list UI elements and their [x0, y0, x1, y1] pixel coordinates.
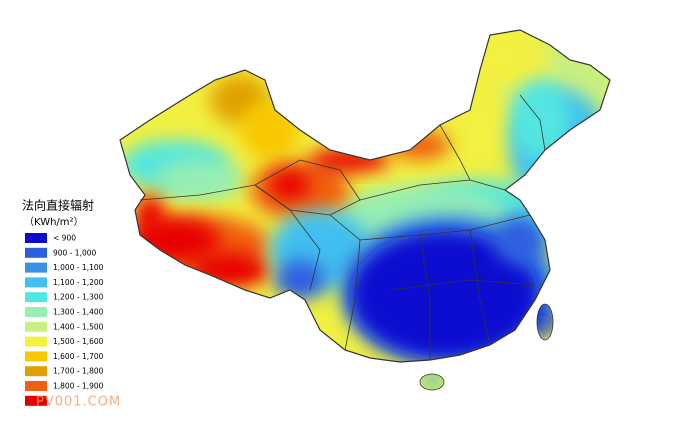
watermark: PV001.COM — [36, 395, 121, 410]
field-region — [495, 215, 545, 265]
legend-swatch — [25, 292, 47, 303]
legend-swatch — [25, 321, 47, 332]
legend: < 900 900 - 1,000 1,000 - 1,100 1,100 - 1,2… — [25, 233, 104, 406]
legend-swatch — [25, 277, 47, 288]
legend-label: 1,300 - 1,400 — [53, 308, 104, 317]
legend-label: 1,500 - 1,600 — [53, 337, 104, 346]
legend-label: 1,400 - 1,500 — [53, 322, 104, 331]
legend-label: 1,000 - 1,100 — [53, 263, 104, 272]
field-region — [135, 195, 165, 235]
legend-swatch — [25, 336, 47, 347]
borders — [119, 29, 611, 391]
legend-swatch — [25, 366, 47, 377]
legend-unit: （KWh/m²） — [24, 216, 84, 228]
legend-label: < 900 — [53, 234, 76, 243]
legend-label: 1,200 - 1,300 — [53, 293, 104, 302]
legend-label: 1,100 - 1,200 — [53, 278, 104, 287]
legend-swatch — [25, 351, 47, 362]
legend-swatch — [25, 233, 47, 243]
legend-label: 900 - 1,000 — [53, 248, 96, 257]
legend-swatch — [25, 262, 47, 273]
field-region — [275, 260, 325, 300]
legend-swatch — [25, 395, 47, 406]
field-region — [470, 30, 550, 90]
legend-swatch — [25, 381, 47, 391]
legend-label: 1,800 - 1,900 — [53, 382, 104, 391]
field-region — [155, 160, 245, 200]
legend-label: 1,600 - 1,700 — [53, 352, 104, 361]
field-region — [270, 170, 310, 200]
field-region — [537, 310, 553, 334]
legend-swatch — [25, 307, 47, 317]
legend-swatch — [25, 247, 47, 258]
field-region — [350, 230, 540, 360]
legend-title: 法向直接辐射 — [22, 198, 94, 213]
legend-label: 1,700 - 1,800 — [53, 367, 104, 376]
field-region — [420, 374, 444, 390]
